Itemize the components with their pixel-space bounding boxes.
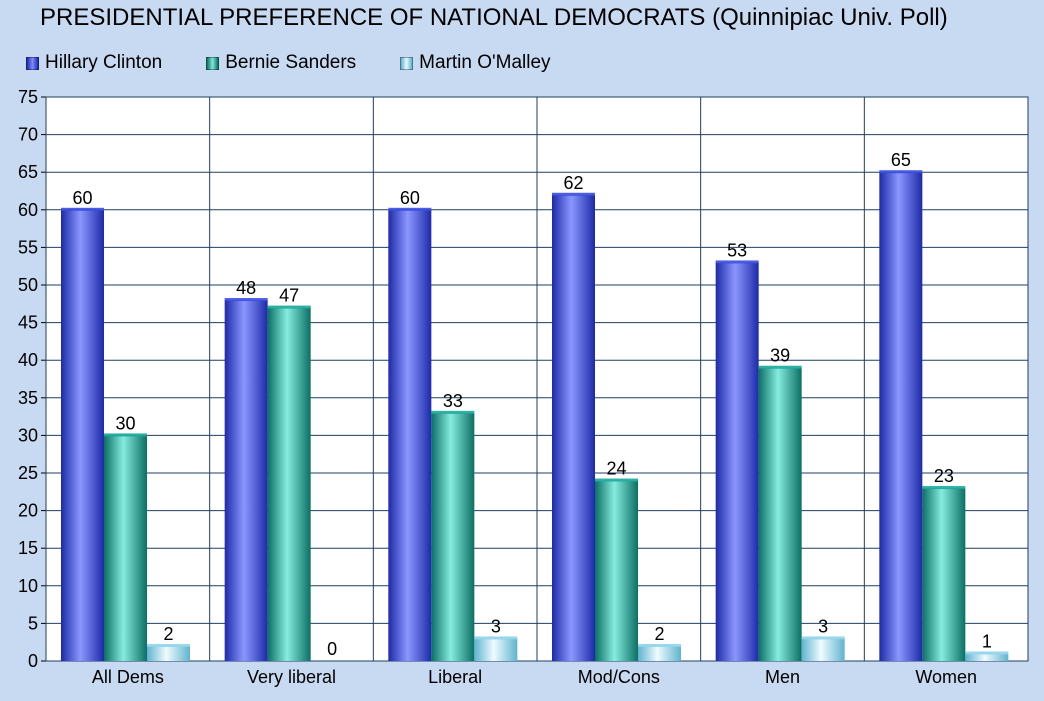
data-label-2-3: 2 [654,624,664,644]
bar-cap-0-1 [224,298,268,302]
y-tick-label: 10 [18,576,38,596]
bar-1-5 [922,488,966,661]
data-label-0-2: 60 [400,188,420,208]
data-label-1-3: 24 [606,459,626,479]
y-tick-label: 65 [18,162,38,182]
bar-cap-1-2 [431,410,475,414]
bar-2-5 [965,653,1009,661]
data-label-0-3: 62 [563,173,583,193]
bar-0-5 [879,172,923,661]
bar-2-0 [147,645,190,661]
bar-cap-0-2 [388,207,432,211]
y-tick-label: 55 [18,237,38,257]
legend: Hillary Clinton Bernie Sanders Martin O'… [26,50,595,76]
legend-swatch-sanders [206,56,220,70]
bar-0-0 [61,209,104,662]
x-tick-label: Men [765,667,800,687]
data-label-2-2: 3 [491,616,501,636]
bar-cap-0-0 [61,207,104,211]
data-label-2-1: 0 [327,639,337,659]
bar-cap-2-4 [801,636,845,640]
legend-swatch-omalley [400,56,414,70]
bar-2-4 [801,638,845,661]
chart-title: PRESIDENTIAL PREFERENCE OF NATIONAL DEMO… [40,4,948,31]
data-label-1-1: 47 [279,286,299,306]
bar-cap-1-4 [758,365,802,369]
bar-cap-0-3 [552,192,595,196]
bar-0-1 [224,300,268,661]
legend-item-omalley: Martin O'Malley [400,52,551,74]
bar-cap-2-5 [965,651,1009,655]
y-tick-label: 40 [18,350,38,370]
data-label-2-0: 2 [163,624,173,644]
bar-cap-2-2 [474,636,518,640]
bar-cap-1-3 [595,478,638,482]
legend-item-sanders: Bernie Sanders [206,52,356,74]
legend-swatch-clinton [26,56,39,70]
y-tick-label: 30 [18,425,38,445]
x-tick-label: Women [915,667,977,687]
bar-cap-1-5 [922,486,966,490]
y-tick-label: 50 [18,275,38,295]
y-tick-label: 0 [28,651,38,671]
bar-cap-0-4 [715,260,759,264]
y-tick-label: 45 [18,313,38,333]
legend-label-clinton: Hillary Clinton [45,52,163,73]
bar-2-2 [474,638,518,661]
plot-frame [45,96,1029,662]
x-tick-label: Liberal [428,667,482,687]
y-tick-label: 20 [18,501,38,521]
x-tick-label: Very liberal [247,667,336,687]
data-label-2-4: 3 [818,616,828,636]
bar-0-3 [552,194,595,661]
bar-0-4 [715,262,759,661]
x-tick-label: All Dems [92,667,164,687]
bar-1-4 [758,367,802,661]
bar-cap-1-1 [267,305,311,309]
bar-cap-2-3 [638,643,681,647]
data-label-2-5: 1 [982,631,992,651]
data-label-1-0: 30 [115,413,135,433]
bar-cap-2-0 [147,643,190,647]
data-label-0-1: 48 [236,278,256,298]
legend-label-sanders: Bernie Sanders [225,52,357,73]
legend-label-omalley: Martin O'Malley [419,52,551,73]
bar-2-3 [638,645,681,661]
y-tick-label: 5 [28,613,38,633]
bar-1-0 [104,435,147,661]
y-tick-label: 15 [18,538,38,558]
bar-1-2 [431,412,475,661]
data-label-1-5: 23 [934,466,954,486]
x-tick-label: Mod/Cons [578,667,660,687]
data-label-0-5: 65 [891,150,911,170]
y-tick-label: 25 [18,463,38,483]
bar-1-3 [595,480,638,661]
legend-item-clinton: Hillary Clinton [26,52,162,74]
bar-cap-0-5 [879,170,923,174]
data-label-1-2: 33 [443,391,463,411]
data-label-0-0: 60 [72,188,92,208]
bar-1-1 [267,307,311,661]
data-label-0-4: 53 [727,240,747,260]
y-tick-label: 70 [18,125,38,145]
y-tick-label: 35 [18,388,38,408]
y-tick-label: 75 [18,87,38,107]
y-tick-label: 60 [18,200,38,220]
bar-0-2 [388,209,432,662]
bar-cap-1-0 [104,433,147,437]
data-label-1-4: 39 [770,346,790,366]
